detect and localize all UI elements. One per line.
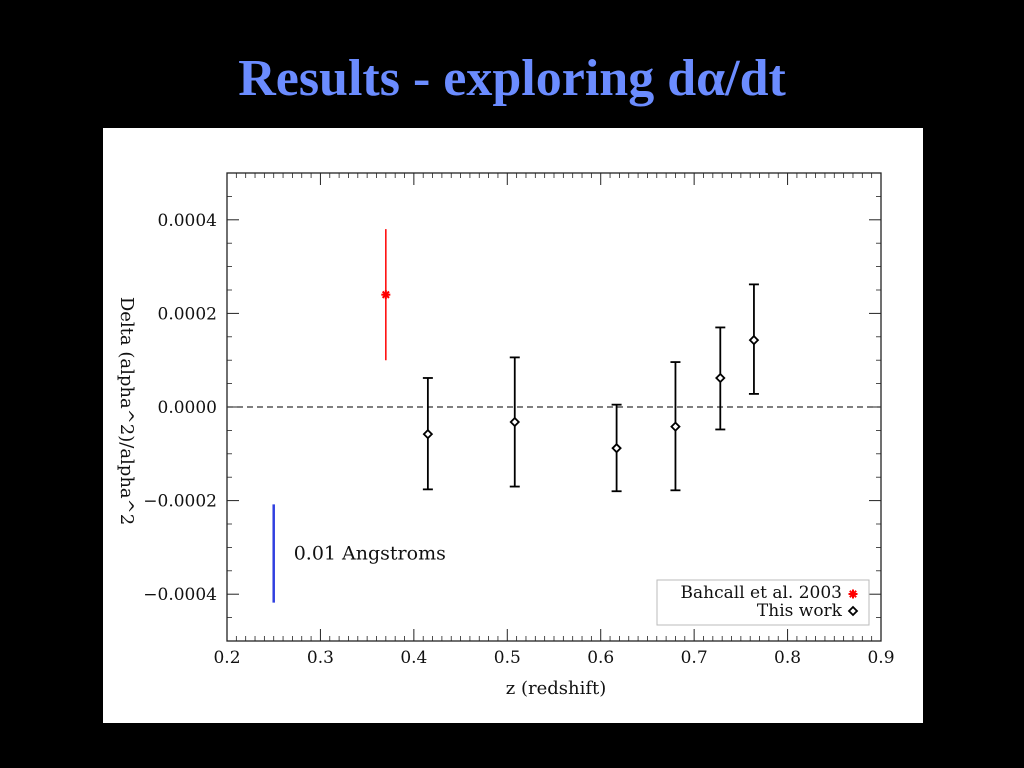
data-point-diamond bbox=[611, 403, 622, 493]
legend-box bbox=[656, 579, 870, 626]
axis-ticks: 0.2 0.3 0.4 0.5 0.6 0.7 0.8 0.9 −0.0004 −0.0002 0.… bbox=[143, 172, 895, 668]
x-tick-label: 0.3 bbox=[307, 648, 334, 668]
y-tick-label: −0.0002 bbox=[143, 492, 217, 512]
scale-bar-label: 0.01 Angstroms bbox=[294, 542, 446, 564]
y-tick-label: −0.0004 bbox=[143, 585, 217, 605]
x-tick-label: 0.5 bbox=[494, 648, 521, 668]
data-points bbox=[381, 229, 760, 493]
legend: Bahcall et al. 2003 This work bbox=[656, 579, 870, 626]
diamond-marker-icon bbox=[509, 416, 521, 428]
diamond-marker-icon bbox=[670, 421, 681, 432]
legend-marker-asterisk-icon bbox=[848, 589, 858, 599]
data-point-diamond bbox=[748, 283, 760, 395]
x-tick-label: 0.8 bbox=[774, 648, 801, 668]
asterisk-marker-icon bbox=[381, 290, 391, 300]
diamond-marker-icon bbox=[611, 442, 622, 454]
data-point-diamond bbox=[509, 356, 521, 488]
y-tick-label: 0.0002 bbox=[158, 304, 217, 324]
data-point-diamond bbox=[422, 377, 434, 491]
plot-panel: 0.2 0.3 0.4 0.5 0.6 0.7 0.8 0.9 −0.0004 −0.0002 0.… bbox=[103, 128, 923, 723]
data-point-diamond bbox=[715, 326, 726, 431]
x-tick-label: 0.7 bbox=[681, 648, 708, 668]
scale-bar: 0.01 Angstroms bbox=[272, 504, 446, 603]
x-tick-label: 0.2 bbox=[213, 648, 240, 668]
y-tick-label: 0.0000 bbox=[158, 398, 217, 418]
x-axis-label: z (redshift) bbox=[506, 678, 607, 699]
legend-label-bahcall: Bahcall et al. 2003 bbox=[681, 583, 842, 603]
chart: 0.2 0.3 0.4 0.5 0.6 0.7 0.8 0.9 −0.0004 −0.0002 0.… bbox=[116, 172, 895, 699]
data-point-diamond bbox=[670, 361, 681, 492]
legend-marker-diamond-icon bbox=[847, 605, 859, 617]
slide-title: Results - exploring dα/dt bbox=[238, 50, 786, 107]
x-tick-label: 0.6 bbox=[587, 648, 614, 668]
x-tick-label: 0.9 bbox=[867, 648, 894, 668]
legend-label-this-work: This work bbox=[757, 601, 843, 621]
diamond-marker-icon bbox=[748, 334, 760, 346]
y-tick-label: 0.0004 bbox=[158, 211, 217, 231]
diamond-marker-icon bbox=[422, 428, 434, 440]
diamond-marker-icon bbox=[715, 372, 726, 384]
y-axis-label: Delta (alpha^2)/alpha^2 bbox=[116, 297, 137, 525]
x-tick-label: 0.4 bbox=[400, 648, 427, 668]
data-point-asterisk bbox=[381, 229, 391, 361]
